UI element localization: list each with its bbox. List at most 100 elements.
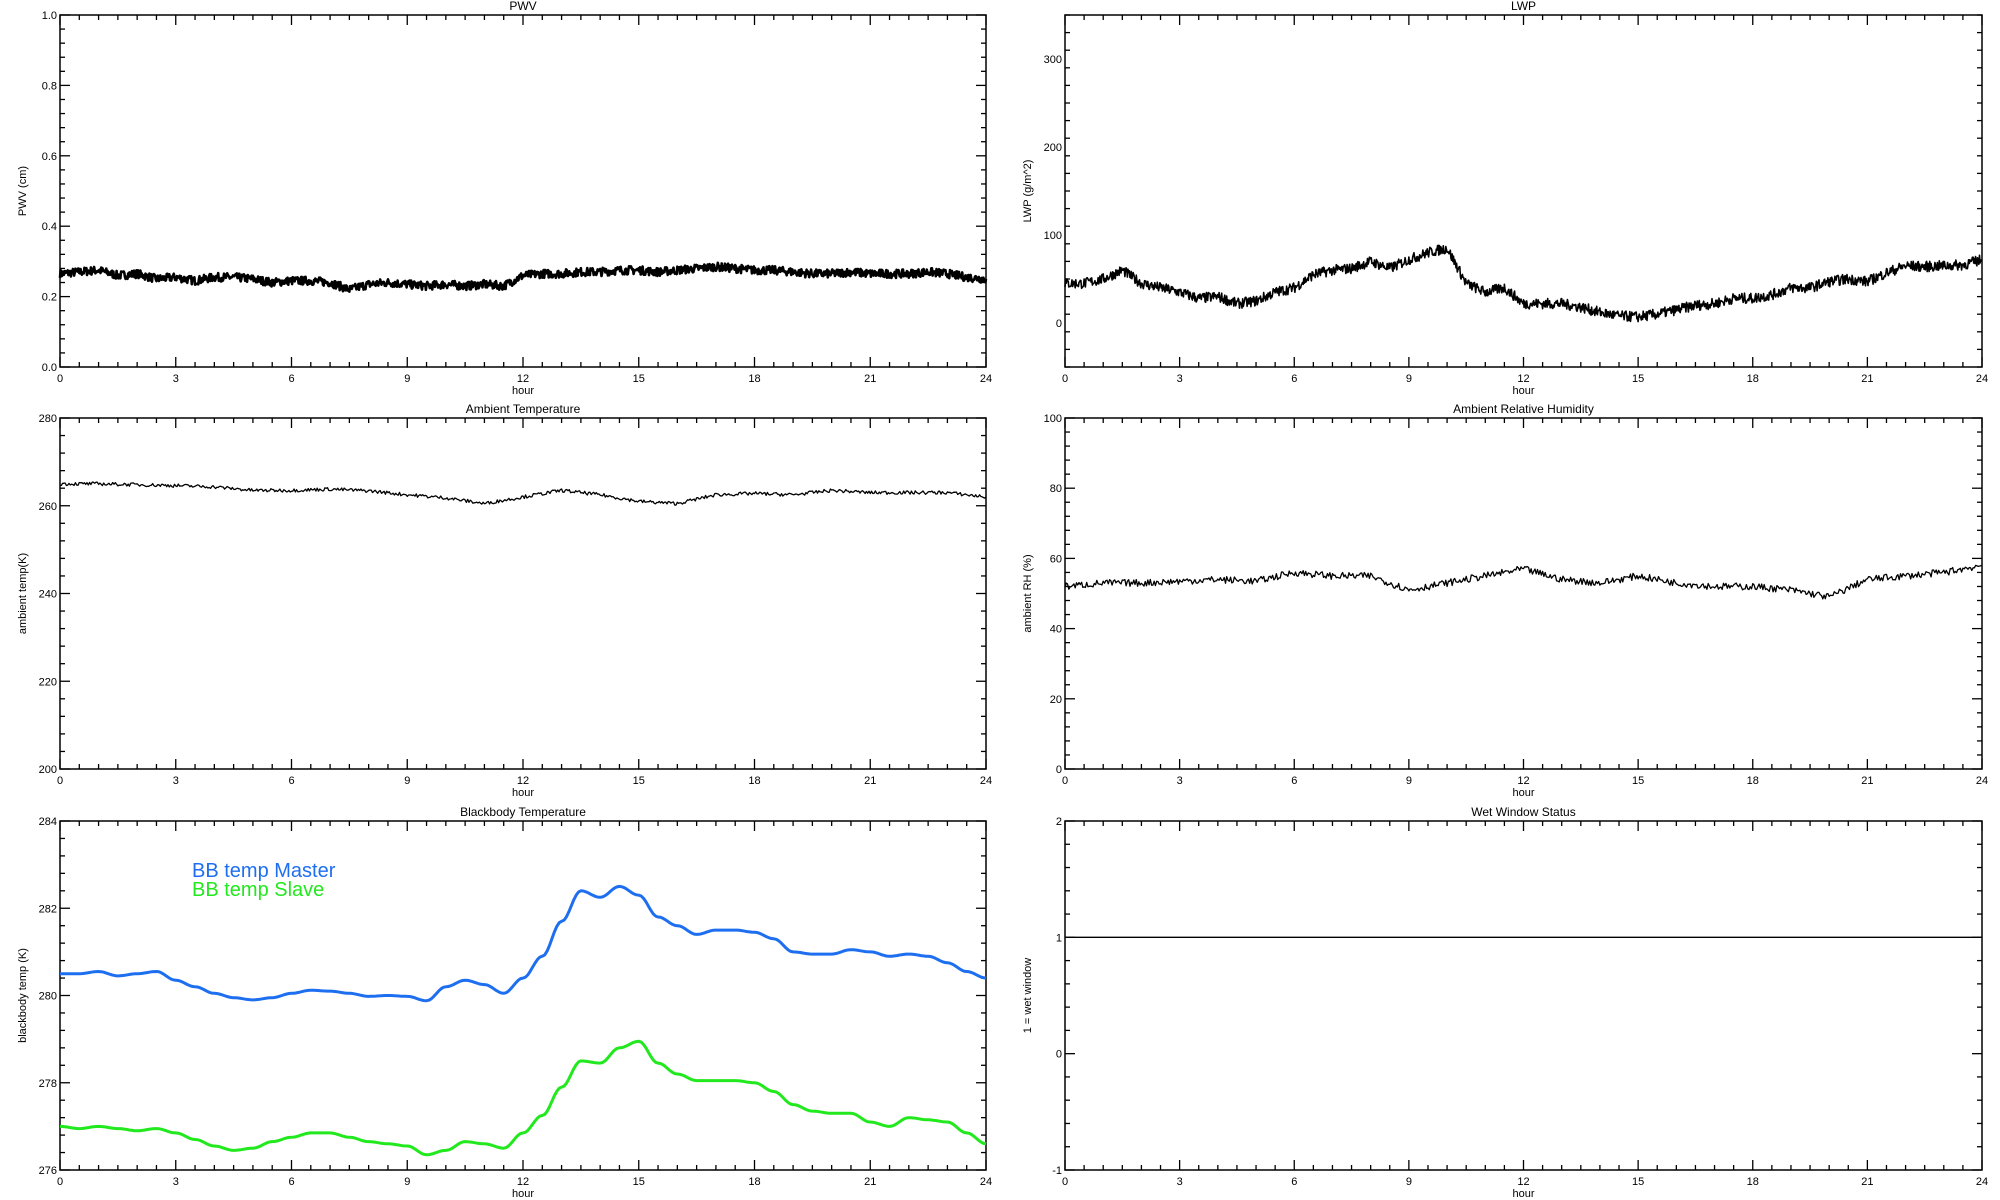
y-tick-label: 300 <box>1044 54 1062 66</box>
x-tick-label: 6 <box>1291 1176 1297 1188</box>
chart-title: PWV <box>509 0 536 13</box>
x-tick-label: 3 <box>1177 1176 1183 1188</box>
y-tick-label: 220 <box>39 676 57 688</box>
series-line-bb-temp-master <box>60 884 987 1003</box>
x-tick-label: 18 <box>1747 373 1759 385</box>
x-tick-label: 18 <box>748 775 760 787</box>
chart-lwp: LWP 0 3 6 9 12 15 18 21 24 hour 0 100 200 300 LWP (g/m^… <box>1022 0 1988 397</box>
x-tick-label: 15 <box>633 775 645 787</box>
y-tick-label: 1 <box>1056 932 1062 944</box>
chart-ambient_temp: Ambient Temperature 0 3 6 9 12 15 18 21 24 hour 200… <box>17 402 992 799</box>
x-tick-label: 18 <box>748 1176 760 1188</box>
x-tick-label: 15 <box>633 373 645 385</box>
y-tick-label: 80 <box>1050 483 1062 495</box>
y-tick-label: 0.0 <box>42 362 57 374</box>
x-tick-label: 9 <box>404 1176 410 1188</box>
x-tick-label: 21 <box>1861 373 1873 385</box>
y-tick-label: 0 <box>1056 318 1062 330</box>
plot-frame <box>1064 14 1983 368</box>
chart-ambient_rh: Ambient Relative Humidity 0 3 6 9 12 15 18 21 24 h… <box>1022 402 1988 799</box>
x-tick-label: 24 <box>1976 775 1988 787</box>
x-tick-label: 15 <box>1632 1176 1644 1188</box>
y-tick-label: 60 <box>1050 553 1062 565</box>
x-tick-label: 3 <box>173 775 179 787</box>
x-tick-label: 18 <box>1747 775 1759 787</box>
y-axis-label: PWV (cm) <box>17 166 29 216</box>
y-tick-label: 200 <box>1044 142 1062 154</box>
y-tick-label: 276 <box>39 1165 57 1177</box>
y-axis-label: ambient temp(K) <box>17 553 29 634</box>
series-line-pwv <box>58 261 988 293</box>
y-tick-label: 0.6 <box>42 151 57 163</box>
x-tick-label: 21 <box>1861 1176 1873 1188</box>
chart-title: Ambient Temperature <box>466 402 581 416</box>
x-tick-label: 6 <box>1291 373 1297 385</box>
y-tick-label: 280 <box>39 991 57 1003</box>
y-tick-label: 278 <box>39 1078 57 1090</box>
y-tick-label: -1 <box>1052 1165 1062 1177</box>
x-tick-label: 0 <box>1062 1176 1068 1188</box>
series-line-lwp <box>1064 244 1983 323</box>
x-tick-label: 0 <box>1062 373 1068 385</box>
y-tick-label: 100 <box>1044 230 1062 242</box>
x-tick-label: 21 <box>864 775 876 787</box>
x-tick-label: 21 <box>864 1176 876 1188</box>
x-tick-label: 21 <box>1861 775 1873 787</box>
y-tick-label: 0.4 <box>42 221 57 233</box>
y-tick-label: 284 <box>39 816 57 828</box>
x-tick-label: 3 <box>1177 373 1183 385</box>
y-tick-label: 0.8 <box>42 80 57 92</box>
x-tick-label: 0 <box>57 373 63 385</box>
x-tick-label: 9 <box>404 373 410 385</box>
x-tick-label: 3 <box>173 373 179 385</box>
x-tick-label: 12 <box>517 1176 529 1188</box>
plot-frame <box>59 417 987 770</box>
y-axis-label: blackbody temp (K) <box>17 948 29 1043</box>
x-axis-label: hour <box>512 385 534 397</box>
x-tick-label: 0 <box>57 1176 63 1188</box>
y-tick-label: 0.2 <box>42 292 57 304</box>
x-axis-label: hour <box>512 1188 534 1200</box>
y-tick-label: 240 <box>39 589 57 601</box>
y-tick-label: 40 <box>1050 624 1062 636</box>
x-tick-label: 0 <box>1062 775 1068 787</box>
y-tick-label: 20 <box>1050 694 1062 706</box>
x-tick-label: 18 <box>748 373 760 385</box>
plot-frame <box>1064 820 1983 1171</box>
y-tick-label: 2 <box>1056 816 1062 828</box>
y-tick-label: 200 <box>39 764 57 776</box>
x-tick-label: 24 <box>1976 1176 1988 1188</box>
chart-title: Ambient Relative Humidity <box>1453 402 1594 416</box>
y-axis-label: ambient RH (%) <box>1022 554 1034 632</box>
x-tick-label: 24 <box>1976 373 1988 385</box>
y-tick-label: 260 <box>39 501 57 513</box>
chart-blackbody: Blackbody Temperature 0 3 6 9 12 15 18 21 24 hour 2… <box>17 805 992 1200</box>
x-tick-label: 12 <box>517 373 529 385</box>
x-tick-label: 15 <box>1632 373 1644 385</box>
x-tick-label: 6 <box>288 775 294 787</box>
x-tick-label: 9 <box>1406 775 1412 787</box>
chart-title: Wet Window Status <box>1471 805 1575 819</box>
plot-frame <box>59 14 987 368</box>
x-axis-label: hour <box>1512 1188 1534 1200</box>
x-tick-label: 12 <box>1517 373 1529 385</box>
series-line-bb-temp-slave <box>59 1039 987 1157</box>
x-tick-label: 9 <box>1406 1176 1412 1188</box>
y-axis-label: LWP (g/m^2) <box>1022 160 1034 223</box>
x-tick-label: 6 <box>288 1176 294 1188</box>
x-axis-label: hour <box>1512 385 1534 397</box>
y-tick-label: 0 <box>1056 1049 1062 1061</box>
x-tick-label: 12 <box>1517 1176 1529 1188</box>
y-tick-label: 280 <box>39 413 57 425</box>
x-tick-label: 3 <box>1177 775 1183 787</box>
x-tick-label: 21 <box>864 373 876 385</box>
x-tick-label: 24 <box>980 775 992 787</box>
x-tick-label: 9 <box>1406 373 1412 385</box>
legend-entry: BB temp Slave <box>192 879 324 901</box>
x-tick-label: 9 <box>404 775 410 787</box>
series-line-ambient-temp <box>59 481 987 506</box>
chart-title: Blackbody Temperature <box>460 805 586 819</box>
x-tick-label: 3 <box>173 1176 179 1188</box>
